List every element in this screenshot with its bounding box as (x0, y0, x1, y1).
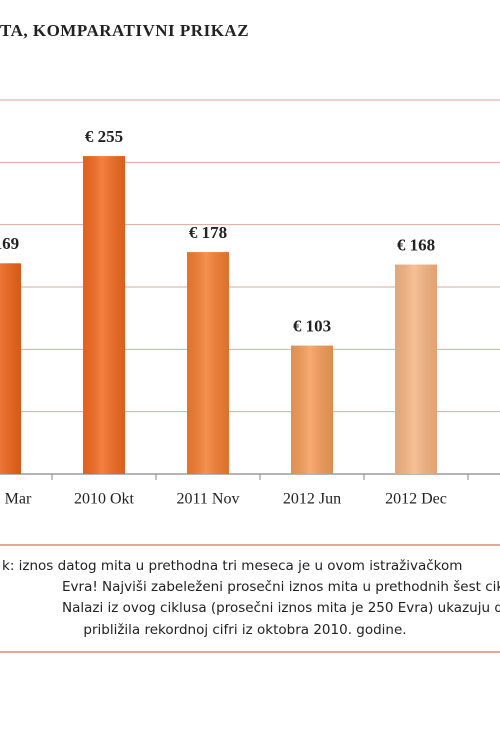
bar-shine (83, 156, 125, 474)
value-label: € 168 (397, 235, 435, 254)
note-line: Nalazi iz ovog ciklusa (prosečni iznos m… (62, 600, 500, 616)
note-line: približila rekordnoj cifri iz oktobra 20… (83, 622, 406, 638)
chart-title: TA, KOMPARATIVNI PRIKAZ (0, 21, 249, 40)
bar-shine (0, 263, 21, 474)
x-tick-label: 2012 Dec (385, 491, 447, 508)
x-tick-label: 2011 Nov (177, 491, 240, 508)
bar-shine (187, 252, 229, 474)
value-label: € 103 (293, 316, 331, 335)
bar-shine (395, 264, 437, 474)
x-tick-label: 2010 Okt (74, 491, 135, 508)
value-label: € 255 (85, 127, 123, 146)
x-tick-label: 2012 Jun (283, 491, 341, 508)
value-label: € 178 (189, 223, 227, 242)
value-label: € 169 (0, 234, 19, 253)
bar-shine (291, 345, 333, 474)
note-line: Evra! Najviši zabeleženi prosečni iznos … (62, 579, 500, 595)
note-line: k: iznos datog mita u prethodna tri mese… (2, 558, 462, 574)
x-tick-label: Mar (5, 491, 32, 508)
